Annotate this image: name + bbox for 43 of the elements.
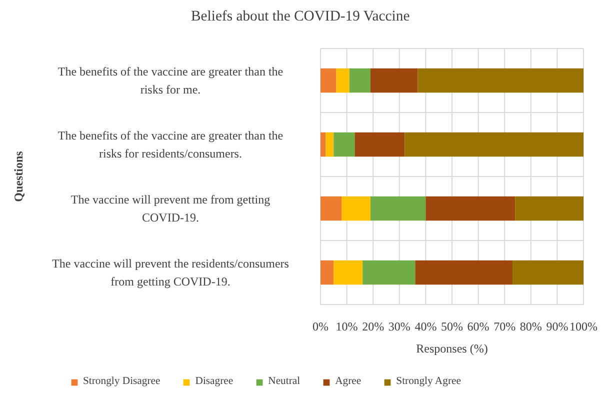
bar (370, 196, 426, 221)
bar (320, 260, 334, 285)
chart-title: Beliefs about the COVID-19 Vaccine (191, 8, 410, 24)
legend-label: Neutral (268, 376, 300, 387)
bar (354, 132, 405, 157)
bar (342, 196, 370, 221)
legend-label: Strongly Disagree (83, 376, 160, 387)
legend-label: Agree (335, 376, 362, 387)
y-tick-label: The vaccine will prevent the residents/consumers from getting COVID-19. (52, 256, 290, 289)
x-tick-label: 20% (362, 320, 384, 334)
y-tick-label: The vaccine will prevent me from getting COVID-19. (70, 192, 270, 225)
legend-label: Disagree (195, 376, 234, 387)
bar (320, 196, 342, 221)
bar (349, 68, 370, 93)
bar (336, 68, 350, 93)
bar (415, 260, 512, 285)
bar (334, 260, 363, 285)
y-axis-title: Questions (12, 150, 26, 202)
bar (515, 196, 584, 221)
x-axis-title: Responses (%) (416, 342, 488, 356)
bar (320, 68, 336, 93)
x-tick-label: 40% (414, 320, 437, 334)
y-tick-label: The benefits of the vaccine are greater than the risks for me. (58, 64, 284, 97)
x-tick-label: 30% (388, 320, 410, 334)
x-tick-label: 90% (546, 320, 568, 334)
legend-label: Strongly Agree (396, 376, 461, 387)
bar (370, 68, 418, 93)
y-tick-label: The benefits of the vaccine are greater than the risks for residents/consumers. (58, 128, 284, 161)
x-tick-label: 100% (570, 320, 598, 334)
bar (334, 132, 355, 157)
bar (362, 260, 416, 285)
bar (426, 196, 516, 221)
bar (512, 260, 584, 285)
x-tick-label: 70% (494, 320, 516, 334)
bar (404, 132, 584, 157)
x-tick-label: 80% (520, 320, 542, 334)
x-tick-label: 60% (467, 320, 490, 334)
x-tick-label: 0% (312, 320, 328, 334)
x-tick-label: 50% (441, 320, 463, 334)
bar (320, 132, 326, 157)
x-tick-label: 10% (336, 320, 358, 334)
bar (326, 132, 334, 157)
bar (418, 68, 584, 93)
